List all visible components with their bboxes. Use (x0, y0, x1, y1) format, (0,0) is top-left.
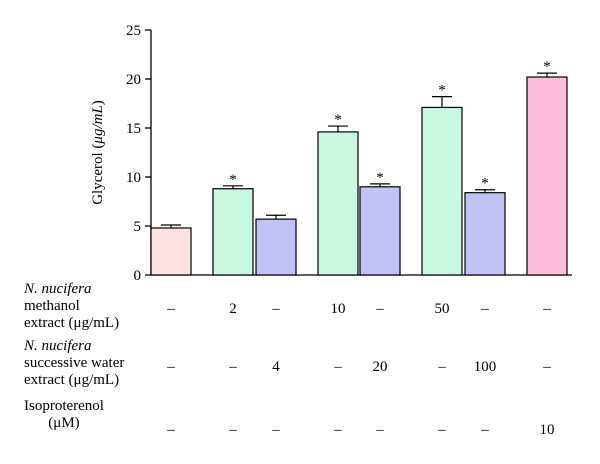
treatment-cell: – (167, 422, 175, 438)
bar (464, 192, 506, 276)
bar (359, 186, 401, 276)
treatment-row-label-line: methanol (24, 298, 80, 314)
bar (212, 188, 254, 276)
treatment-row-label-line: extract (μg/mL) (24, 372, 120, 388)
treatment-row-label: Isoproterenol (μM) (24, 398, 104, 432)
treatment-row-label-line: extract (μg/mL) (24, 315, 120, 331)
treatment-cell: – (272, 301, 280, 317)
bar (421, 106, 463, 276)
treatment-cell: 2 (229, 301, 237, 317)
treatment-cell: – (334, 359, 342, 375)
treatment-cell: 20 (372, 359, 388, 375)
bar (150, 227, 192, 276)
y-axis-label: Glycerol (μg/mL) (90, 100, 106, 205)
bar (317, 131, 359, 276)
treatment-cell: – (481, 422, 489, 438)
significance-marker: * (229, 172, 237, 188)
treatment-cell: – (376, 301, 384, 317)
significance-marker: * (481, 176, 489, 192)
treatment-row-label: N. nucifera successive water extract (μg/m… (24, 338, 124, 389)
treatment-cell: – (334, 422, 342, 438)
bars (150, 72, 568, 276)
y-tick-label: 20 (126, 72, 141, 88)
y-tick-label: 15 (126, 121, 141, 137)
treatment-cell: 10 (539, 422, 555, 438)
treatment-cell: – (438, 422, 446, 438)
treatment-cell: – (229, 422, 237, 438)
treatment-cell: – (438, 359, 446, 375)
y-tick-label: 25 (126, 23, 141, 39)
y-tick-label: 10 (126, 170, 141, 186)
significance-marker: * (334, 112, 342, 128)
significance-marker: * (438, 83, 446, 99)
significance-marker: * (376, 170, 384, 186)
treatment-cell: – (543, 359, 551, 375)
treatment-cell: 50 (434, 301, 450, 317)
treatment-cell: – (272, 422, 280, 438)
bar (526, 76, 568, 276)
chart-labels: 0 5 10 15 20 25 Glycerol (μg/mL) * * * * * * (90, 23, 551, 284)
bar (255, 218, 297, 276)
treatment-row-label: N. nucifera methanol extract (μg/mL) (24, 281, 119, 332)
treatment-cell: 100 (473, 359, 497, 375)
treatment-row-label-line: successive water (24, 355, 125, 371)
treatment-cell: 10 (330, 301, 346, 317)
y-tick-label: 5 (134, 219, 142, 235)
treatment-row-label-line: (μM) (48, 415, 80, 431)
y-tick-label: 0 (134, 268, 142, 284)
treatment-cell: – (481, 301, 489, 317)
treatment-cell: – (229, 359, 237, 375)
significance-marker: * (543, 59, 551, 75)
treatment-cell: – (167, 359, 175, 375)
treatment-cell: – (376, 422, 384, 438)
treatment-cell: 4 (272, 359, 280, 375)
treatment-row-label-line: Isoproterenol (24, 398, 104, 414)
treatment-cell: – (167, 301, 175, 317)
treatment-row-label-line: N. nucifera (24, 338, 92, 354)
treatment-cell: – (543, 301, 551, 317)
treatment-row-label-line: N. nucifera (24, 281, 92, 297)
